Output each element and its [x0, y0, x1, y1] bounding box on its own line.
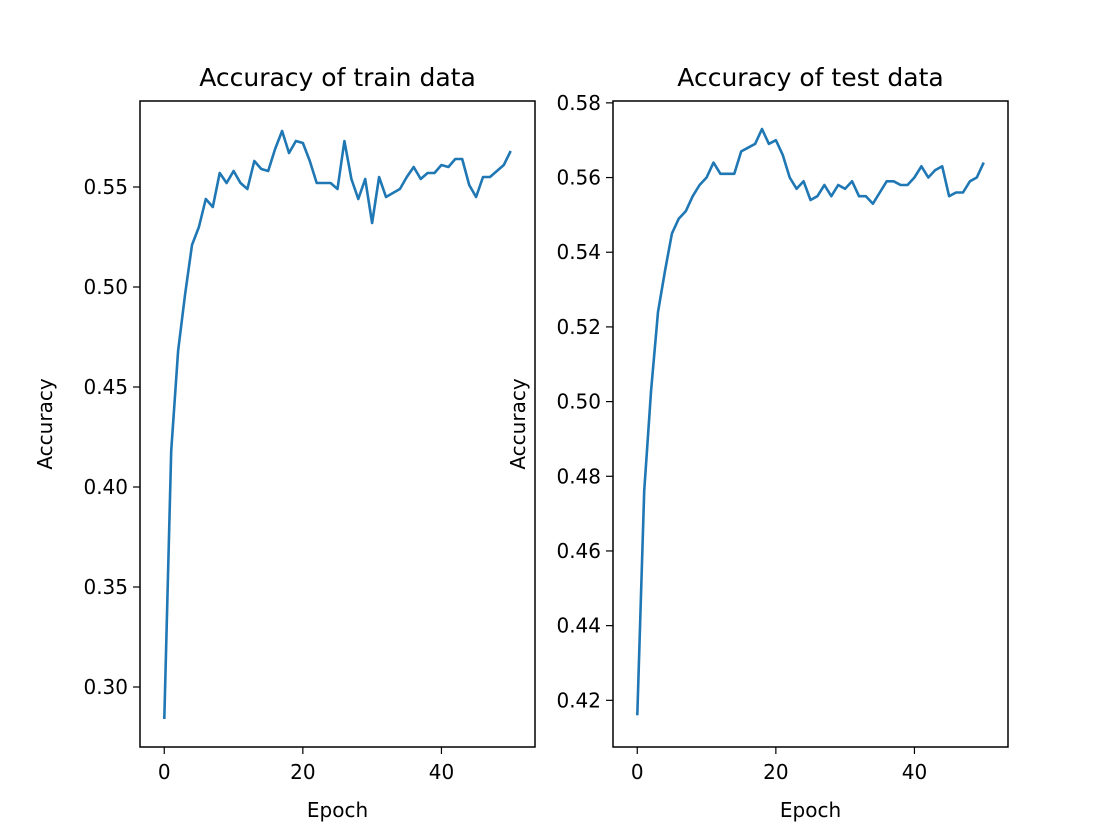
y-tick-label-test: 0.44 [556, 614, 601, 638]
plot-frame-test [612, 100, 1009, 748]
y-tick-label-test: 0.54 [556, 240, 601, 264]
y-tick-label-train: 0.50 [83, 275, 128, 299]
x-axis-label-train: Epoch [307, 798, 368, 822]
chart-train: Accuracy of train data 0 20 40 0.30 0.35 0.40 0… [33, 63, 536, 822]
y-tick-label-test: 0.48 [556, 464, 601, 488]
y-tick-label-train: 0.45 [83, 375, 128, 399]
chart-test: Accuracy of test data 0 20 40 0.42 0.44 0.46 0.… [506, 63, 1009, 822]
y-tick-label-test: 0.56 [556, 166, 601, 190]
y-tick-label-train: 0.35 [83, 575, 128, 599]
x-tick-label-test: 20 [763, 760, 788, 784]
x-tick-label-train: 20 [290, 760, 315, 784]
series-line-test [636, 127, 985, 716]
y-tick-label-train: 0.55 [83, 175, 128, 199]
chart-title-test: Accuracy of test data [677, 63, 943, 92]
y-tick-label-train: 0.40 [83, 475, 128, 499]
x-axis-label-test: Epoch [780, 798, 841, 822]
x-tick-label-train: 40 [429, 760, 454, 784]
plot-frame-train [139, 100, 536, 748]
y-tick-label-test: 0.52 [556, 315, 601, 339]
x-tick-label-test: 0 [631, 760, 644, 784]
chart-title-train: Accuracy of train data [199, 63, 476, 92]
x-tick-label-test: 40 [902, 760, 927, 784]
y-tick-label-train: 0.30 [83, 675, 128, 699]
y-tick-label-test: 0.46 [556, 539, 601, 563]
y-axis-label-train: Accuracy [33, 378, 57, 469]
y-tick-label-test: 0.58 [556, 91, 601, 115]
subplot-panels: Accuracy of train data 0 20 40 0.30 0.35 0.40 0… [33, 63, 1009, 822]
x-tick-label-train: 0 [158, 760, 171, 784]
y-axis-label-test: Accuracy [506, 378, 530, 469]
y-tick-label-test: 0.42 [556, 688, 601, 712]
series-line-train [163, 129, 512, 720]
y-tick-label-test: 0.50 [556, 390, 601, 414]
